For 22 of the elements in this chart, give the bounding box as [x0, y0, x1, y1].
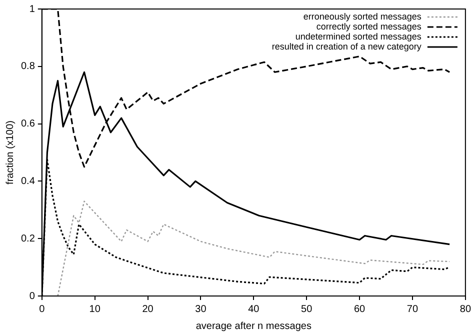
- y-tick-label: 1: [29, 4, 36, 15]
- legend-label: resulted in creation of a new category: [272, 41, 422, 52]
- x-tick-label: 20: [142, 304, 154, 315]
- x-tick-label: 50: [301, 304, 313, 315]
- y-tick-label: 0.4: [20, 176, 36, 187]
- x-tick-label: 10: [89, 304, 101, 315]
- x-axis-title: average after n messages: [196, 320, 312, 332]
- legend-label: correctly sorted messages: [316, 21, 422, 32]
- y-tick-label: 0.8: [20, 61, 36, 72]
- legend-label: erroneously sorted messages: [303, 11, 422, 22]
- x-tick-label: 40: [248, 304, 260, 315]
- y-tick-label: 0.6: [20, 118, 36, 130]
- y-tick-label: 0.2: [20, 233, 36, 244]
- x-tick-label: 0: [39, 304, 46, 315]
- y-tick-label: 0: [29, 290, 36, 302]
- x-tick-label: 80: [460, 304, 472, 315]
- y-axis-title: fraction (x100): [4, 120, 16, 184]
- legend-label: undetermined sorted messages: [295, 31, 422, 42]
- x-tick-label: 60: [354, 304, 366, 315]
- x-tick-label: 30: [195, 304, 207, 315]
- line-series: [57, 200, 450, 296]
- x-tick-label: 70: [406, 304, 418, 315]
